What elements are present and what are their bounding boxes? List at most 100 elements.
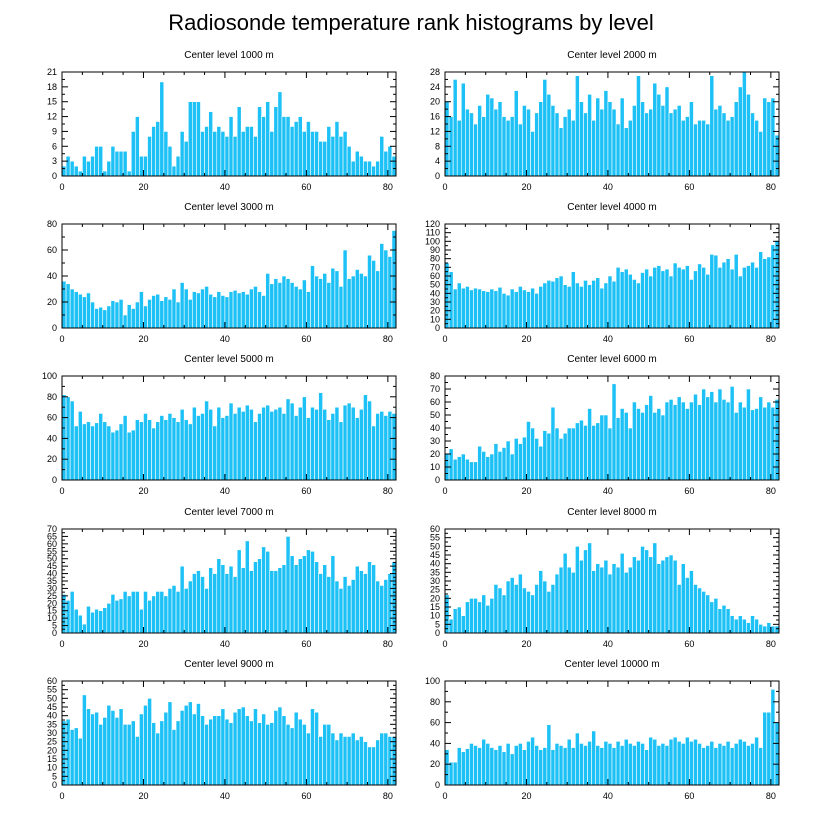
bar [135,419,140,481]
bar [379,136,385,177]
bar [204,126,209,177]
bar [599,414,605,481]
bar [82,694,87,786]
bar [86,605,91,634]
bar [526,591,531,634]
bar [139,421,144,481]
bar [65,718,71,786]
bar [452,608,458,634]
y-tick-label: 50 [430,410,440,420]
bar [518,573,523,634]
x-tick-label: 20 [138,334,148,344]
y-tick-label: 40 [430,738,440,748]
bar [619,552,625,634]
bar [583,280,588,329]
bar [151,595,156,634]
bar [314,711,319,786]
bar [689,570,694,634]
bar [689,401,694,481]
bar [155,732,161,786]
bar [346,585,352,634]
bar [648,108,654,177]
bar [314,275,319,329]
bar [473,461,478,481]
bar [627,743,633,786]
y-tick-label: 21 [47,67,57,77]
bar [460,82,466,177]
bar [485,604,491,634]
bar [387,736,393,786]
bar [363,741,368,786]
bar [187,101,193,177]
x-tick-label: 40 [220,639,230,649]
bar [513,584,519,634]
bar [98,610,104,634]
bar [705,123,711,177]
bar [607,101,613,177]
bar [297,406,303,481]
bar [575,282,580,329]
bar [106,704,112,786]
y-tick-label: 0 [52,628,57,638]
bar [228,402,234,481]
bar [220,564,226,634]
bar [297,718,303,786]
bar [212,573,218,634]
bar [326,419,332,481]
bar [701,267,706,329]
bar [94,145,99,177]
bar [318,392,323,481]
x-tick-label: 40 [603,791,613,801]
bar [505,743,511,786]
bar [664,556,670,634]
bar [273,106,279,177]
bar [346,278,352,329]
y-tick-label: 0 [435,171,440,181]
bar [285,278,291,329]
bar [179,131,185,177]
y-tick-label: 10 [47,613,57,623]
bar [224,136,230,177]
bar [513,90,519,177]
bar [489,288,495,329]
bar [249,408,254,481]
bar [579,286,584,329]
bar [770,244,776,329]
bar [183,704,189,786]
bar [371,165,376,177]
y-tick-label: 25 [47,737,57,747]
bar [277,91,283,177]
bar [717,267,723,329]
bar [729,268,735,329]
bar [550,406,556,481]
bar [477,288,482,329]
bar [216,126,222,177]
bar [94,422,99,481]
bar [363,275,368,329]
panels-group: Center level 1000 m0 20 40 60 80036912151821… [42,50,780,801]
bar [701,119,706,177]
bar [509,116,515,177]
y-tick-label: 15 [47,97,57,107]
bar [640,272,645,329]
bar [65,600,71,634]
bar [550,749,556,786]
bar [562,552,568,634]
bar [648,275,654,329]
bar [501,293,507,329]
bar [501,751,507,786]
bar [330,413,336,481]
bar [163,296,169,329]
bar [249,126,254,177]
bar [82,423,87,481]
bar [680,743,686,786]
bar [310,131,315,177]
bar [143,413,148,481]
bar [505,119,511,177]
bar [689,101,694,177]
bar [465,458,470,481]
bar [444,594,450,634]
bar [615,267,621,329]
y-tick-label: 50 [430,280,440,290]
bar [118,423,124,481]
